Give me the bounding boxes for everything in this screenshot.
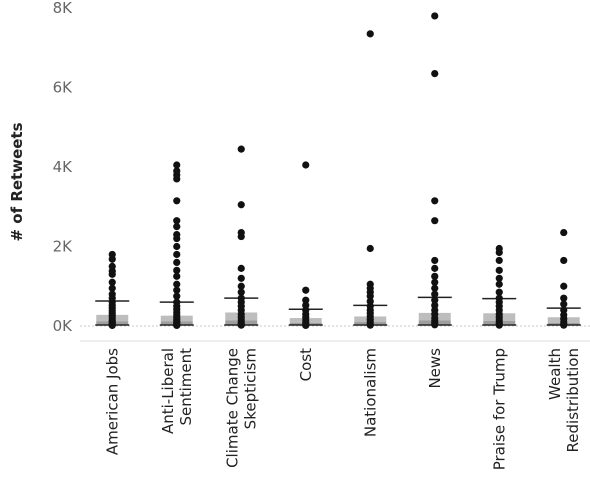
data-point	[237, 288, 245, 296]
data-point	[431, 321, 439, 329]
data-point	[237, 274, 245, 282]
category-column	[159, 161, 194, 330]
data-point	[173, 223, 181, 231]
data-point	[366, 321, 374, 329]
data-point	[431, 284, 439, 292]
y-axis: 0K 2K 4K 6K 8K	[53, 0, 74, 335]
data-point	[495, 256, 503, 265]
data-point	[560, 282, 568, 290]
data-point	[431, 69, 439, 78]
category-column	[95, 250, 130, 330]
data-point	[173, 161, 181, 169]
category-columns	[95, 12, 581, 330]
category-column	[288, 161, 323, 330]
data-point	[431, 197, 439, 205]
data-point	[173, 242, 181, 251]
data-point	[302, 286, 310, 294]
data-point	[173, 250, 181, 259]
data-point	[431, 278, 439, 286]
data-point	[237, 232, 245, 241]
category-column	[482, 244, 517, 329]
data-point	[108, 284, 116, 292]
data-point	[108, 270, 116, 278]
data-point	[366, 244, 374, 253]
data-point	[431, 264, 439, 272]
data-point	[302, 321, 310, 330]
x-tick-label: Anti-Liberal	[159, 348, 177, 434]
category-column	[224, 145, 259, 329]
y-tick-label: 2K	[53, 238, 74, 256]
x-tick-label: Wealth	[546, 348, 564, 400]
data-point	[495, 280, 503, 288]
data-point	[237, 321, 245, 329]
data-point	[173, 272, 181, 280]
y-tick-label: 0K	[53, 317, 74, 335]
data-point	[237, 145, 245, 153]
data-point	[173, 286, 181, 294]
category-column	[353, 30, 388, 329]
data-point	[560, 228, 568, 237]
data-point	[495, 248, 503, 257]
x-tick-label: Praise for Trump	[490, 348, 508, 470]
x-tick-label: Nationalism	[361, 348, 379, 437]
data-point	[495, 321, 503, 329]
data-point	[173, 321, 181, 330]
data-point	[237, 282, 245, 290]
data-point	[431, 272, 439, 280]
data-point	[173, 217, 181, 225]
x-tick-label: Climate Change	[223, 348, 241, 468]
data-point	[495, 288, 503, 296]
data-point	[173, 175, 181, 183]
data-point	[173, 258, 181, 266]
y-tick-label: 8K	[53, 0, 74, 17]
data-point	[173, 234, 181, 243]
category-column	[546, 228, 581, 329]
data-point	[108, 255, 116, 263]
data-point	[431, 256, 439, 265]
data-point	[560, 256, 568, 265]
data-point	[495, 274, 503, 282]
data-point	[237, 264, 245, 272]
y-axis-title: # of Retweets	[8, 122, 26, 241]
category-column	[417, 12, 452, 329]
x-tick-label: Skepticism	[241, 348, 259, 429]
data-point	[560, 300, 568, 308]
data-point	[173, 280, 181, 288]
data-point	[237, 201, 245, 209]
x-tick-label: News	[426, 348, 444, 389]
data-point	[173, 266, 181, 274]
x-tick-label: Cost	[297, 348, 315, 381]
y-tick-label: 4K	[53, 158, 74, 176]
data-point	[173, 197, 181, 205]
x-axis: American Jobs Anti-Liberal Sentiment Climat…	[103, 348, 582, 470]
data-point	[560, 321, 568, 329]
x-tick-label: Redistribution	[564, 348, 582, 452]
data-point	[431, 296, 439, 304]
data-point	[431, 12, 439, 20]
data-point	[560, 294, 568, 302]
x-tick-label: American Jobs	[103, 348, 121, 455]
data-point	[431, 290, 439, 298]
data-point	[108, 278, 116, 286]
data-point	[366, 292, 374, 300]
data-point	[108, 321, 116, 330]
data-point	[366, 30, 374, 38]
x-tick-label: Sentiment	[177, 348, 195, 426]
data-point	[495, 266, 503, 274]
data-point	[173, 292, 181, 300]
data-point	[431, 217, 439, 225]
data-point	[302, 296, 310, 304]
data-point	[302, 161, 310, 169]
y-tick-label: 6K	[53, 79, 74, 97]
